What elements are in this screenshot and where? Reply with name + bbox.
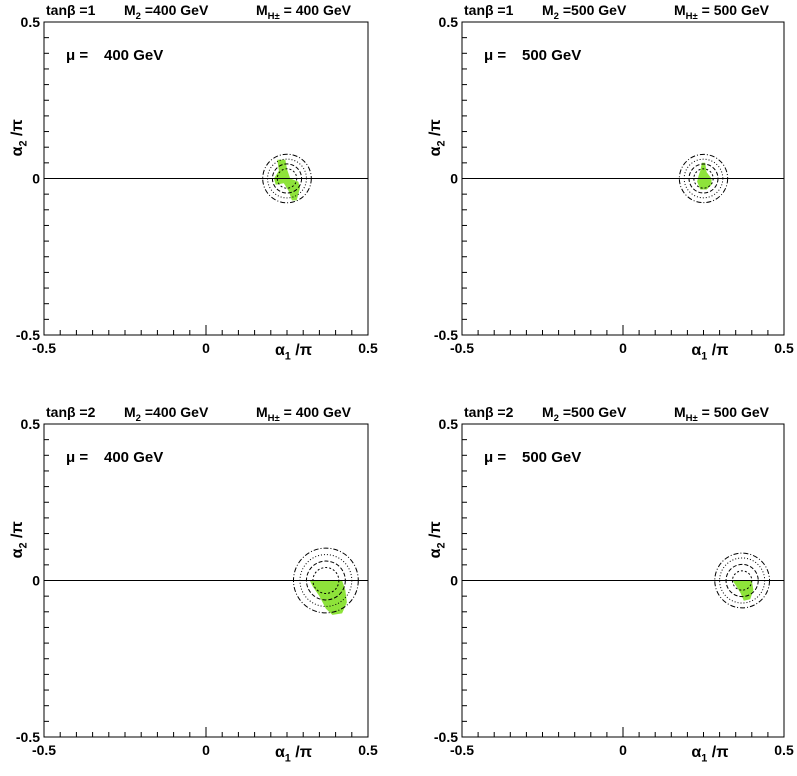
x-tick-label: -0.5 [32,742,56,758]
mu-label: μ = [484,449,506,466]
mu-value: 400 GeV [104,449,163,466]
mu-value: 400 GeV [104,47,163,64]
m2-label: M2 =500 GeV [542,404,627,424]
x-tick-label: 0 [619,340,627,356]
x-tick-label: 0 [202,340,210,356]
x-tick-label: 0.5 [774,742,794,758]
mu-label: μ = [66,47,88,64]
x-axis-label: α1 /π [275,342,312,362]
y-tick-label: 0 [32,171,40,187]
allowed-region [309,580,347,615]
tanb-label: tanβ =2 [464,404,514,420]
m2-label: M2 =400 GeV [124,2,209,22]
y-tick-label: 0 [450,573,458,589]
x-tick-label: -0.5 [450,742,474,758]
x-tick-label: 0.5 [774,340,794,356]
x-axis-label: α1 /π [691,342,728,362]
mu-label: μ = [66,449,88,466]
mh-label: MH± = 400 GeV [256,2,352,22]
y-tick-label: -0.5 [434,327,458,343]
y-tick-label: -0.5 [16,327,40,343]
y-tick-label: 0 [32,573,40,589]
panel-1: -0.5 0 0.5 0.5 0 -0.5 tanβ =1 M2 =400 GeV MH± = … [9,2,378,362]
y-axis-label: α2 /π [9,521,29,558]
x-tick-label: 0.5 [358,340,378,356]
tanb-label: tanβ =1 [46,2,96,18]
y-tick-label: 0.5 [439,416,459,432]
mh-label: MH± = 400 GeV [256,404,352,424]
x-tick-label: -0.5 [32,340,56,356]
y-axis-label: α2 /π [427,119,447,156]
x-tick-label: 0 [202,742,210,758]
panel-3: -0.5 0 0.5 0.5 0 -0.5 tanβ =2 M2 =400 GeV MH± = … [9,404,378,764]
panel-2: -0.5 0 0.5 0.5 0 -0.5 tanβ =1 M2 =500 GeV MH± = … [427,2,794,362]
mh-label: MH± = 500 GeV [674,404,770,424]
y-axis-label: α2 /π [427,521,447,558]
mu-value: 500 GeV [522,47,581,64]
y-tick-label: -0.5 [16,729,40,745]
tanb-label: tanβ =2 [46,404,96,420]
y-tick-label: -0.5 [434,729,458,745]
x-axis-label: α1 /π [691,744,728,764]
m2-label: M2 =500 GeV [542,2,627,22]
y-tick-label: 0.5 [439,14,459,30]
mu-label: μ = [484,47,506,64]
x-axis-label: α1 /π [275,744,312,764]
y-tick-label: 0.5 [21,14,41,30]
allowed-region [732,580,754,601]
tanb-label: tanβ =1 [464,2,514,18]
mh-label: MH± = 500 GeV [674,2,770,22]
panel-4: -0.5 0 0.5 0.5 0 -0.5 tanβ =2 M2 =500 GeV MH± = … [427,404,794,764]
x-tick-label: 0 [619,742,627,758]
x-tick-label: 0.5 [358,742,378,758]
y-tick-label: 0 [450,171,458,187]
m2-label: M2 =400 GeV [124,404,209,424]
allowed-region [274,159,300,201]
mu-value: 500 GeV [522,449,581,466]
y-axis-label: α2 /π [9,119,29,156]
y-tick-label: 0.5 [21,416,41,432]
allowed-region [697,162,712,190]
x-tick-label: -0.5 [450,340,474,356]
